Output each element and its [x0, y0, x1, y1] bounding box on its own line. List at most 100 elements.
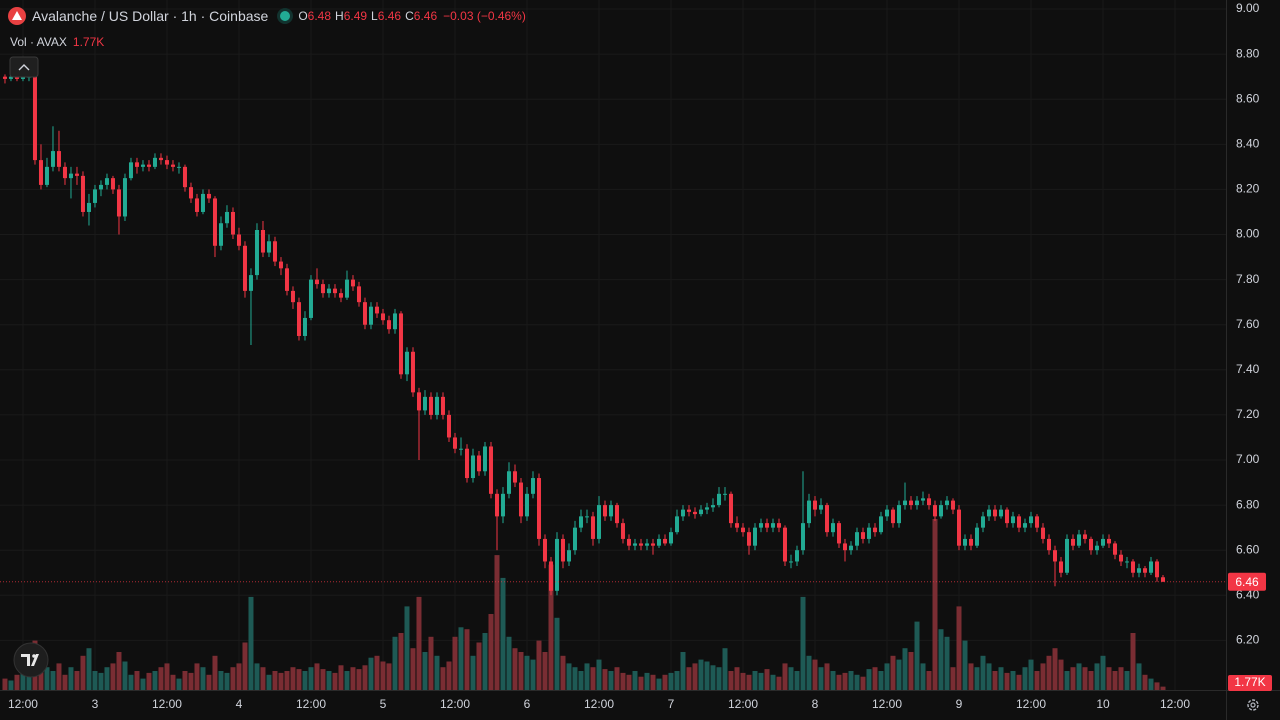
volume-bar	[866, 669, 872, 690]
candle-body	[1148, 561, 1153, 573]
volume-bar	[728, 671, 734, 690]
candle-body	[326, 288, 331, 294]
volume-bar	[62, 674, 68, 690]
change: −0.03 (−0.46%)	[443, 9, 526, 23]
candle-body	[824, 505, 829, 533]
candle-body	[692, 511, 697, 515]
candle-body	[8, 76, 13, 79]
tradingview-logo[interactable]	[13, 642, 49, 678]
symbol-title: Avalanche / US Dollar · 1h · Coinbase	[32, 8, 269, 24]
candle-body	[170, 164, 175, 167]
candle-body	[1004, 509, 1009, 524]
volume-bar	[758, 672, 764, 690]
candles	[2, 72, 1165, 596]
collapse-button-box[interactable]	[9, 56, 39, 78]
candle-body	[926, 498, 931, 506]
x-tick-label: 10	[1096, 697, 1110, 711]
volume-bar	[656, 678, 662, 690]
volume-bar	[122, 661, 128, 690]
candle-body	[440, 396, 445, 415]
candle-body	[302, 317, 307, 336]
candle-body	[776, 523, 781, 528]
volume-bar	[764, 669, 770, 690]
candle-body	[542, 538, 547, 562]
x-tick-label: 12:00	[152, 697, 182, 711]
candle-body	[638, 543, 643, 546]
settings-button[interactable]	[1247, 699, 1259, 711]
candle-body	[872, 527, 877, 533]
candle-body	[590, 516, 595, 539]
volume-bar	[830, 671, 836, 690]
collapse-icon	[18, 64, 30, 71]
candle-body	[668, 532, 673, 544]
candle-body	[704, 507, 709, 510]
candle-body	[188, 187, 193, 199]
candle-body	[818, 505, 823, 510]
candle-body	[380, 313, 385, 321]
volume-bar	[812, 659, 818, 690]
candle-body	[572, 527, 577, 551]
candle-body	[446, 414, 451, 438]
candle-body	[1028, 516, 1033, 524]
x-tick-label: 12:00	[872, 697, 902, 711]
volume-bar	[8, 680, 14, 690]
volume-label: Vol · AVAX	[10, 35, 67, 49]
volume-bar	[902, 648, 908, 690]
volume-bar	[1040, 663, 1046, 690]
candle-body	[1070, 538, 1075, 546]
volume-bar	[242, 642, 248, 690]
volume-bar	[626, 674, 632, 690]
candle-body	[914, 500, 919, 506]
candle-body	[206, 193, 211, 199]
candle-body	[74, 173, 79, 176]
candle-body	[254, 230, 259, 276]
volume-bar	[704, 661, 710, 690]
gear-outer[interactable]	[1247, 699, 1259, 711]
volume-bar	[128, 674, 134, 690]
volume-bar	[26, 672, 32, 690]
collapse-button[interactable]	[9, 56, 39, 78]
volume-bar	[146, 672, 152, 690]
candle-body	[980, 516, 985, 528]
y-tick-label: 7.00	[1236, 452, 1260, 466]
volume-tag-label: 1.77K	[1234, 675, 1265, 689]
volume-bar	[1160, 686, 1166, 690]
candle-body	[374, 306, 379, 314]
volume-bar	[854, 674, 860, 690]
x-tick-label: 12:00	[584, 697, 614, 711]
candle-body	[278, 261, 283, 269]
volume-bar	[494, 555, 500, 690]
candle-body	[596, 505, 601, 539]
candle-body	[842, 543, 847, 551]
y-tick-label: 8.00	[1236, 227, 1260, 241]
volume-bar	[1142, 674, 1148, 690]
candle-body	[284, 268, 289, 291]
volume-bar	[1154, 682, 1160, 690]
volume-bar	[410, 648, 416, 690]
volume-bar	[206, 674, 212, 690]
volume-bar	[104, 667, 110, 690]
volume-bar	[266, 674, 272, 690]
volume-bar	[392, 636, 398, 690]
x-tick-label: 12:00	[8, 697, 38, 711]
candle-body	[974, 527, 979, 546]
volume-bar	[746, 674, 752, 690]
candle-body	[200, 193, 205, 212]
volume-bar	[932, 519, 938, 690]
candle-body	[656, 538, 661, 546]
candle-body	[116, 189, 121, 217]
logo-circle[interactable]	[13, 642, 49, 678]
volume-bar	[548, 564, 554, 690]
candle-body	[92, 189, 97, 203]
candle-body	[524, 493, 529, 517]
candle-body	[1058, 561, 1063, 573]
volume-bar	[446, 661, 452, 690]
y-tick-label: 6.40	[1236, 587, 1260, 601]
candle-body	[710, 505, 715, 508]
x-tick-label: 12:00	[296, 697, 326, 711]
candle-body	[608, 505, 613, 517]
candle-body	[854, 532, 859, 546]
y-tick-label: 7.20	[1236, 407, 1260, 421]
volume-bar	[1022, 667, 1028, 690]
